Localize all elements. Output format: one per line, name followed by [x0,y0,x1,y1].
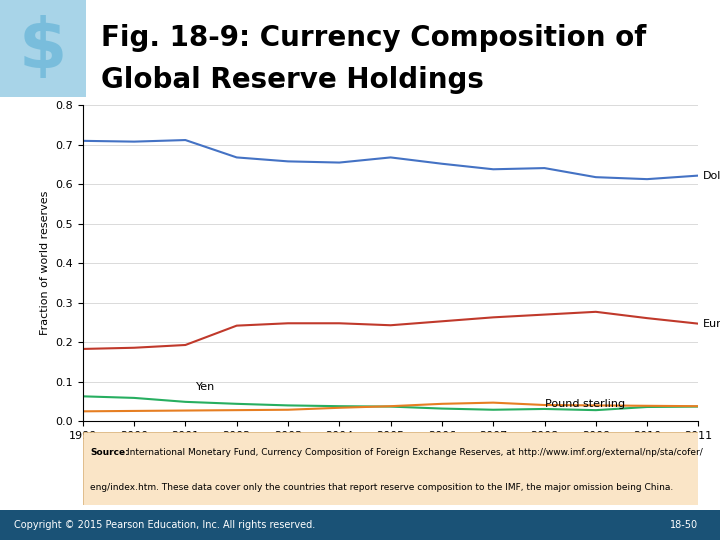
Text: Global Reserve Holdings: Global Reserve Holdings [101,66,484,94]
Text: eng/index.htm. These data cover only the countries that report reserve compositi: eng/index.htm. These data cover only the… [90,483,673,492]
Text: $: $ [19,15,68,82]
Text: Source:: Source: [90,448,129,457]
Text: 18-50: 18-50 [670,520,698,530]
Text: International Monetary Fund, Currency Composition of Foreign Exchange Reserves, : International Monetary Fund, Currency Co… [127,448,703,457]
Text: Euro: Euro [703,319,720,329]
Y-axis label: Fraction of world reserves: Fraction of world reserves [40,191,50,335]
FancyBboxPatch shape [83,432,698,505]
Text: Pound sterling: Pound sterling [546,400,626,409]
Text: Fig. 18-9: Currency Composition of: Fig. 18-9: Currency Composition of [101,24,646,52]
Text: Yen: Yen [197,382,215,392]
FancyBboxPatch shape [0,510,720,540]
Text: Dollar: Dollar [703,171,720,180]
FancyBboxPatch shape [0,0,86,97]
Text: Copyright © 2015 Pearson Education, Inc. All rights reserved.: Copyright © 2015 Pearson Education, Inc.… [14,520,315,530]
